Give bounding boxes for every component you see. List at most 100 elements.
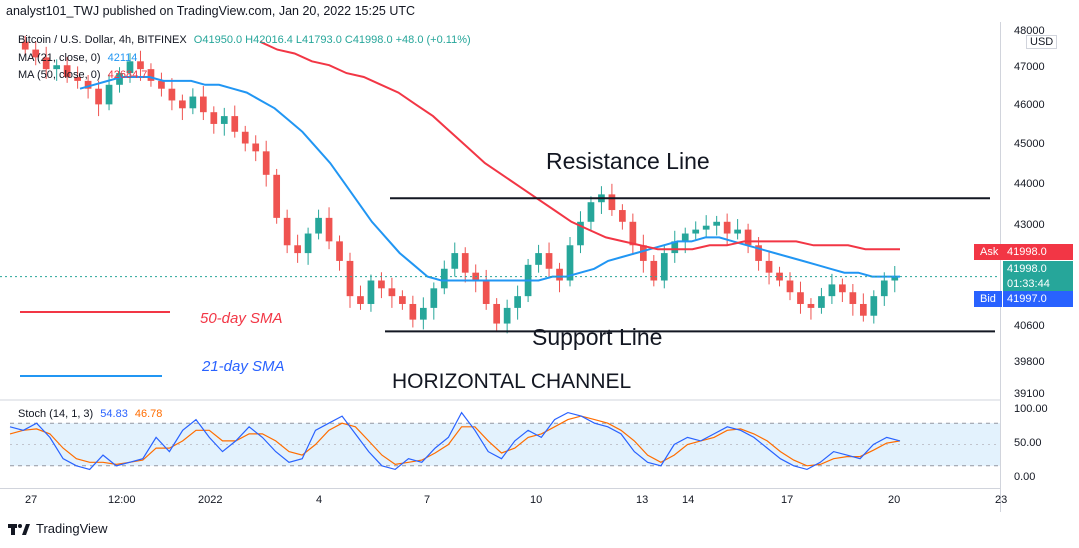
ask-price-tag: 41998.0 — [1003, 244, 1073, 260]
stoch-d-value: 46.78 — [134, 408, 163, 420]
stoch-label: Stoch (14, 1, 3) — [18, 408, 94, 420]
candle-body — [619, 210, 626, 222]
candle-body — [63, 65, 71, 77]
candle-body — [399, 296, 406, 304]
candle-body — [786, 280, 794, 293]
candle-body — [231, 116, 239, 132]
tradingview-footer[interactable]: TradingView — [8, 521, 108, 536]
x-tick: 7 — [424, 494, 431, 506]
candle-body — [797, 292, 804, 304]
candle-body — [849, 292, 857, 304]
stoch-legend[interactable]: Stoch (14, 1, 3) 54.83 46.78 — [18, 408, 162, 420]
ma50-label: MA (50, close, 0) — [18, 69, 101, 81]
candle-body — [137, 61, 144, 70]
x-tick: 4 — [316, 494, 323, 506]
x-tick: 17 — [781, 494, 794, 506]
ma21-label: MA (21, close, 0) — [18, 52, 101, 64]
y-tick: 40600 — [1014, 320, 1045, 332]
channel-label: HORIZONTAL CHANNEL — [392, 370, 632, 393]
y-tick: 45000 — [1014, 138, 1045, 150]
price-chart-svg[interactable] — [0, 22, 1000, 512]
ma50-legend[interactable]: MA (50, close, 0) 42684.7 — [18, 69, 147, 81]
candle-body — [409, 303, 417, 320]
candle-body — [262, 151, 270, 175]
candle-body — [357, 296, 364, 304]
candle-body — [367, 280, 375, 304]
candle-body — [629, 221, 637, 246]
candle-body — [346, 260, 354, 297]
candle-body — [241, 131, 249, 144]
support-line-label: Support Line — [532, 324, 663, 350]
y-tick: 44000 — [1014, 178, 1045, 190]
candle-body — [744, 229, 752, 246]
candle-body — [828, 284, 836, 297]
candle-body — [294, 245, 301, 254]
candle-body — [891, 276, 899, 281]
candle-body — [42, 57, 50, 70]
candle-body — [713, 221, 721, 226]
candle-body — [273, 174, 281, 218]
x-tick: 20 — [888, 494, 901, 506]
candle-body — [210, 112, 218, 124]
candle-body — [21, 41, 29, 50]
candle-body — [189, 96, 197, 109]
candle-body — [168, 88, 176, 101]
candle-body — [378, 280, 385, 289]
candle-body — [105, 84, 113, 105]
stoch-tick: 0.00 — [1014, 471, 1036, 483]
candle-body — [95, 88, 102, 105]
x-tick: 14 — [682, 494, 695, 506]
stoch-k-value: 54.83 — [100, 408, 128, 420]
candle-body — [880, 280, 888, 297]
candle-body — [681, 233, 689, 242]
ma21-legend[interactable]: MA (21, close, 0) 42114 — [18, 52, 137, 64]
candle-body — [304, 233, 312, 254]
candle-body — [734, 229, 741, 234]
stoch-k-line — [9, 411, 901, 471]
symbol-title: Bitcoin / U.S. Dollar, 4h, BITFINEX — [18, 34, 187, 46]
ma21-value: 42114 — [107, 52, 138, 64]
candle-body — [116, 73, 123, 85]
x-tick: 23 — [995, 494, 1008, 506]
last-price-tag: 41998.0 — [1003, 261, 1073, 277]
candle-body — [53, 65, 61, 70]
candle-body — [765, 260, 773, 273]
y-tick: 43000 — [1014, 219, 1045, 231]
chart-area[interactable]: Bitcoin / U.S. Dollar, 4h, BITFINEX O419… — [0, 22, 1000, 512]
candle-body — [839, 284, 846, 293]
ma50-line — [259, 40, 900, 251]
x-tick: 10 — [530, 494, 543, 506]
bid-price-tag: 41997.0 — [1003, 291, 1073, 307]
symbol-legend[interactable]: Bitcoin / U.S. Dollar, 4h, BITFINEX O419… — [18, 34, 471, 46]
y-tick: 48000 — [1014, 25, 1045, 37]
candle-body — [325, 217, 333, 242]
candle-body — [870, 296, 878, 316]
candle-body — [535, 253, 542, 265]
x-tick: 13 — [636, 494, 649, 506]
y-tick: 47000 — [1014, 61, 1045, 73]
candle-body — [650, 260, 658, 281]
x-tick: 2022 — [198, 494, 223, 506]
candle-body — [461, 253, 469, 273]
candle-body — [199, 96, 207, 113]
candle-body — [807, 303, 815, 308]
stoch-tick: 100.00 — [1014, 403, 1048, 415]
candle-body — [315, 217, 322, 234]
candle-body — [545, 253, 553, 269]
candle-body — [503, 307, 511, 324]
price-axis[interactable] — [1000, 22, 1079, 512]
candle-body — [336, 241, 343, 261]
candle-body — [671, 241, 679, 254]
currency-badge[interactable]: USD — [1026, 35, 1058, 49]
candle-body — [440, 268, 448, 289]
candle-body — [126, 61, 134, 74]
candle-body — [482, 280, 490, 304]
candle-body — [84, 80, 92, 89]
candle-body — [660, 253, 668, 281]
stoch-tick: 50.00 — [1014, 437, 1042, 449]
y-tick: 46000 — [1014, 99, 1045, 111]
candle-body — [818, 296, 825, 308]
candle-body — [608, 194, 616, 211]
candle-body — [283, 217, 291, 246]
publisher-line: analyst101_TWJ published on TradingView.… — [6, 4, 416, 18]
